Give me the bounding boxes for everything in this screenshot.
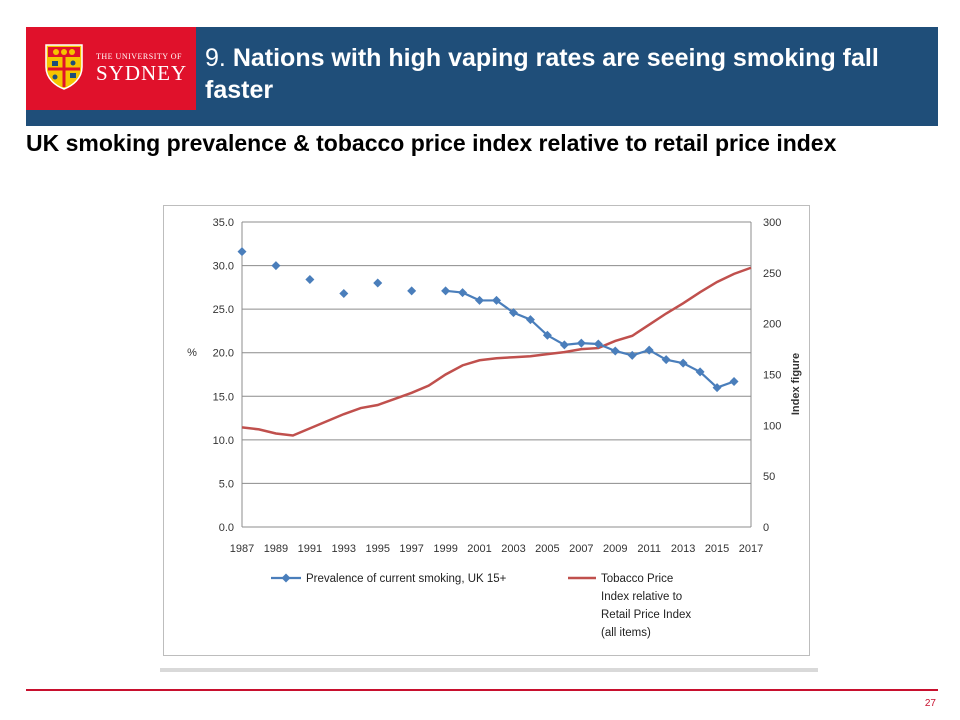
y2-tick-label: 200 xyxy=(763,319,781,331)
page-number: 27 xyxy=(924,698,936,709)
y-axis-title: % xyxy=(187,347,197,359)
logo-small-text: THE UNIVERSITY OF xyxy=(96,52,182,61)
x-tick-label: 2009 xyxy=(603,543,627,555)
x-tick-label: 1989 xyxy=(264,543,288,555)
x-tick-label: 2013 xyxy=(671,543,695,555)
smoking-point xyxy=(542,330,552,340)
y-tick-label: 20.0 xyxy=(213,348,234,360)
smoking-point xyxy=(610,346,620,356)
y2-tick-label: 0 xyxy=(763,522,769,534)
smoking-point xyxy=(729,376,739,386)
university-logo: THE UNIVERSITY OF SYDNEY xyxy=(26,27,196,110)
x-tick-label: 1997 xyxy=(399,543,423,555)
smoking-point xyxy=(644,345,654,355)
x-tick-label: 1991 xyxy=(298,543,322,555)
x-tick-label: 2017 xyxy=(739,543,763,555)
smoking-point xyxy=(525,315,535,325)
x-tick-label: 2011 xyxy=(637,543,661,555)
y2-tick-label: 150 xyxy=(763,370,781,382)
smoking-point xyxy=(559,340,569,350)
chart-frame: 0.0 5.0 10.0 15.0 20.0 25.0 30.0 35.0 0 50 100 150 2… xyxy=(163,205,810,656)
legend-smoking-marker xyxy=(281,573,291,583)
x-tick-label: 2001 xyxy=(467,543,491,555)
x-tick-label: 1987 xyxy=(230,543,254,555)
smoking-point xyxy=(271,261,281,271)
y-tick-label: 10.0 xyxy=(213,435,234,447)
y2-axis-title: Index figure xyxy=(790,353,802,415)
smoking-point xyxy=(305,275,315,285)
x-tick-label: 2005 xyxy=(535,543,559,555)
smoking-point xyxy=(593,339,603,349)
smoking-point xyxy=(492,295,501,305)
footer-line xyxy=(26,689,938,691)
smoking-point xyxy=(458,288,468,298)
smoking-point xyxy=(339,288,349,298)
smoking-point xyxy=(508,308,518,318)
price-index-line xyxy=(241,266,752,437)
y-tick-label: 0.0 xyxy=(219,522,234,534)
x-tick-label: 1999 xyxy=(433,543,457,555)
y-tick-label: 30.0 xyxy=(213,261,234,273)
chart-svg: 0.0 5.0 10.0 15.0 20.0 25.0 30.0 35.0 0 50 100 150 2… xyxy=(187,217,802,639)
smoking-point xyxy=(712,383,722,393)
crest-icon xyxy=(45,44,83,90)
smoking-point xyxy=(627,350,637,360)
smoking-point xyxy=(576,338,586,348)
smoking-point xyxy=(475,295,485,305)
x-tick-label: 2007 xyxy=(569,543,593,555)
y-tick-label: 35.0 xyxy=(213,217,234,229)
chart-shadow xyxy=(160,668,818,672)
x-tick-label: 2003 xyxy=(501,543,525,555)
y2-tick-label: 100 xyxy=(763,420,781,432)
y-tick-label: 15.0 xyxy=(213,391,234,403)
smoking-point xyxy=(678,358,688,368)
y2-tick-label: 250 xyxy=(763,268,781,280)
smoking-point xyxy=(407,286,417,296)
smoking-point xyxy=(373,278,383,288)
x-tick-label: 2015 xyxy=(705,543,729,555)
slide-title: 9. Nations with high vaping rates are se… xyxy=(205,42,925,106)
x-tick-label: 1993 xyxy=(332,543,356,555)
smoking-point xyxy=(441,286,451,296)
legend-smoking-label: Prevalence of current smoking, UK 15+ xyxy=(306,573,507,585)
slide-title-text: Nations with high vaping rates are seein… xyxy=(205,44,879,104)
y2-tick-label: 50 xyxy=(763,471,775,483)
chart-subtitle: UK smoking prevalence & tobacco price in… xyxy=(26,130,837,156)
y-tick-label: 5.0 xyxy=(219,478,234,490)
legend-price-label: Tobacco Price Index relative to Retail Pri… xyxy=(601,573,691,639)
slide-title-number: 9. xyxy=(205,44,226,72)
smoking-point xyxy=(237,247,247,257)
smoking-point xyxy=(695,367,705,377)
logo-wordmark: SYDNEY xyxy=(96,61,188,85)
y2-tick-label: 300 xyxy=(763,217,781,229)
smoking-point xyxy=(661,355,671,365)
smoking-line xyxy=(445,289,735,389)
y-tick-label: 25.0 xyxy=(213,304,234,316)
x-tick-label: 1995 xyxy=(365,543,389,555)
